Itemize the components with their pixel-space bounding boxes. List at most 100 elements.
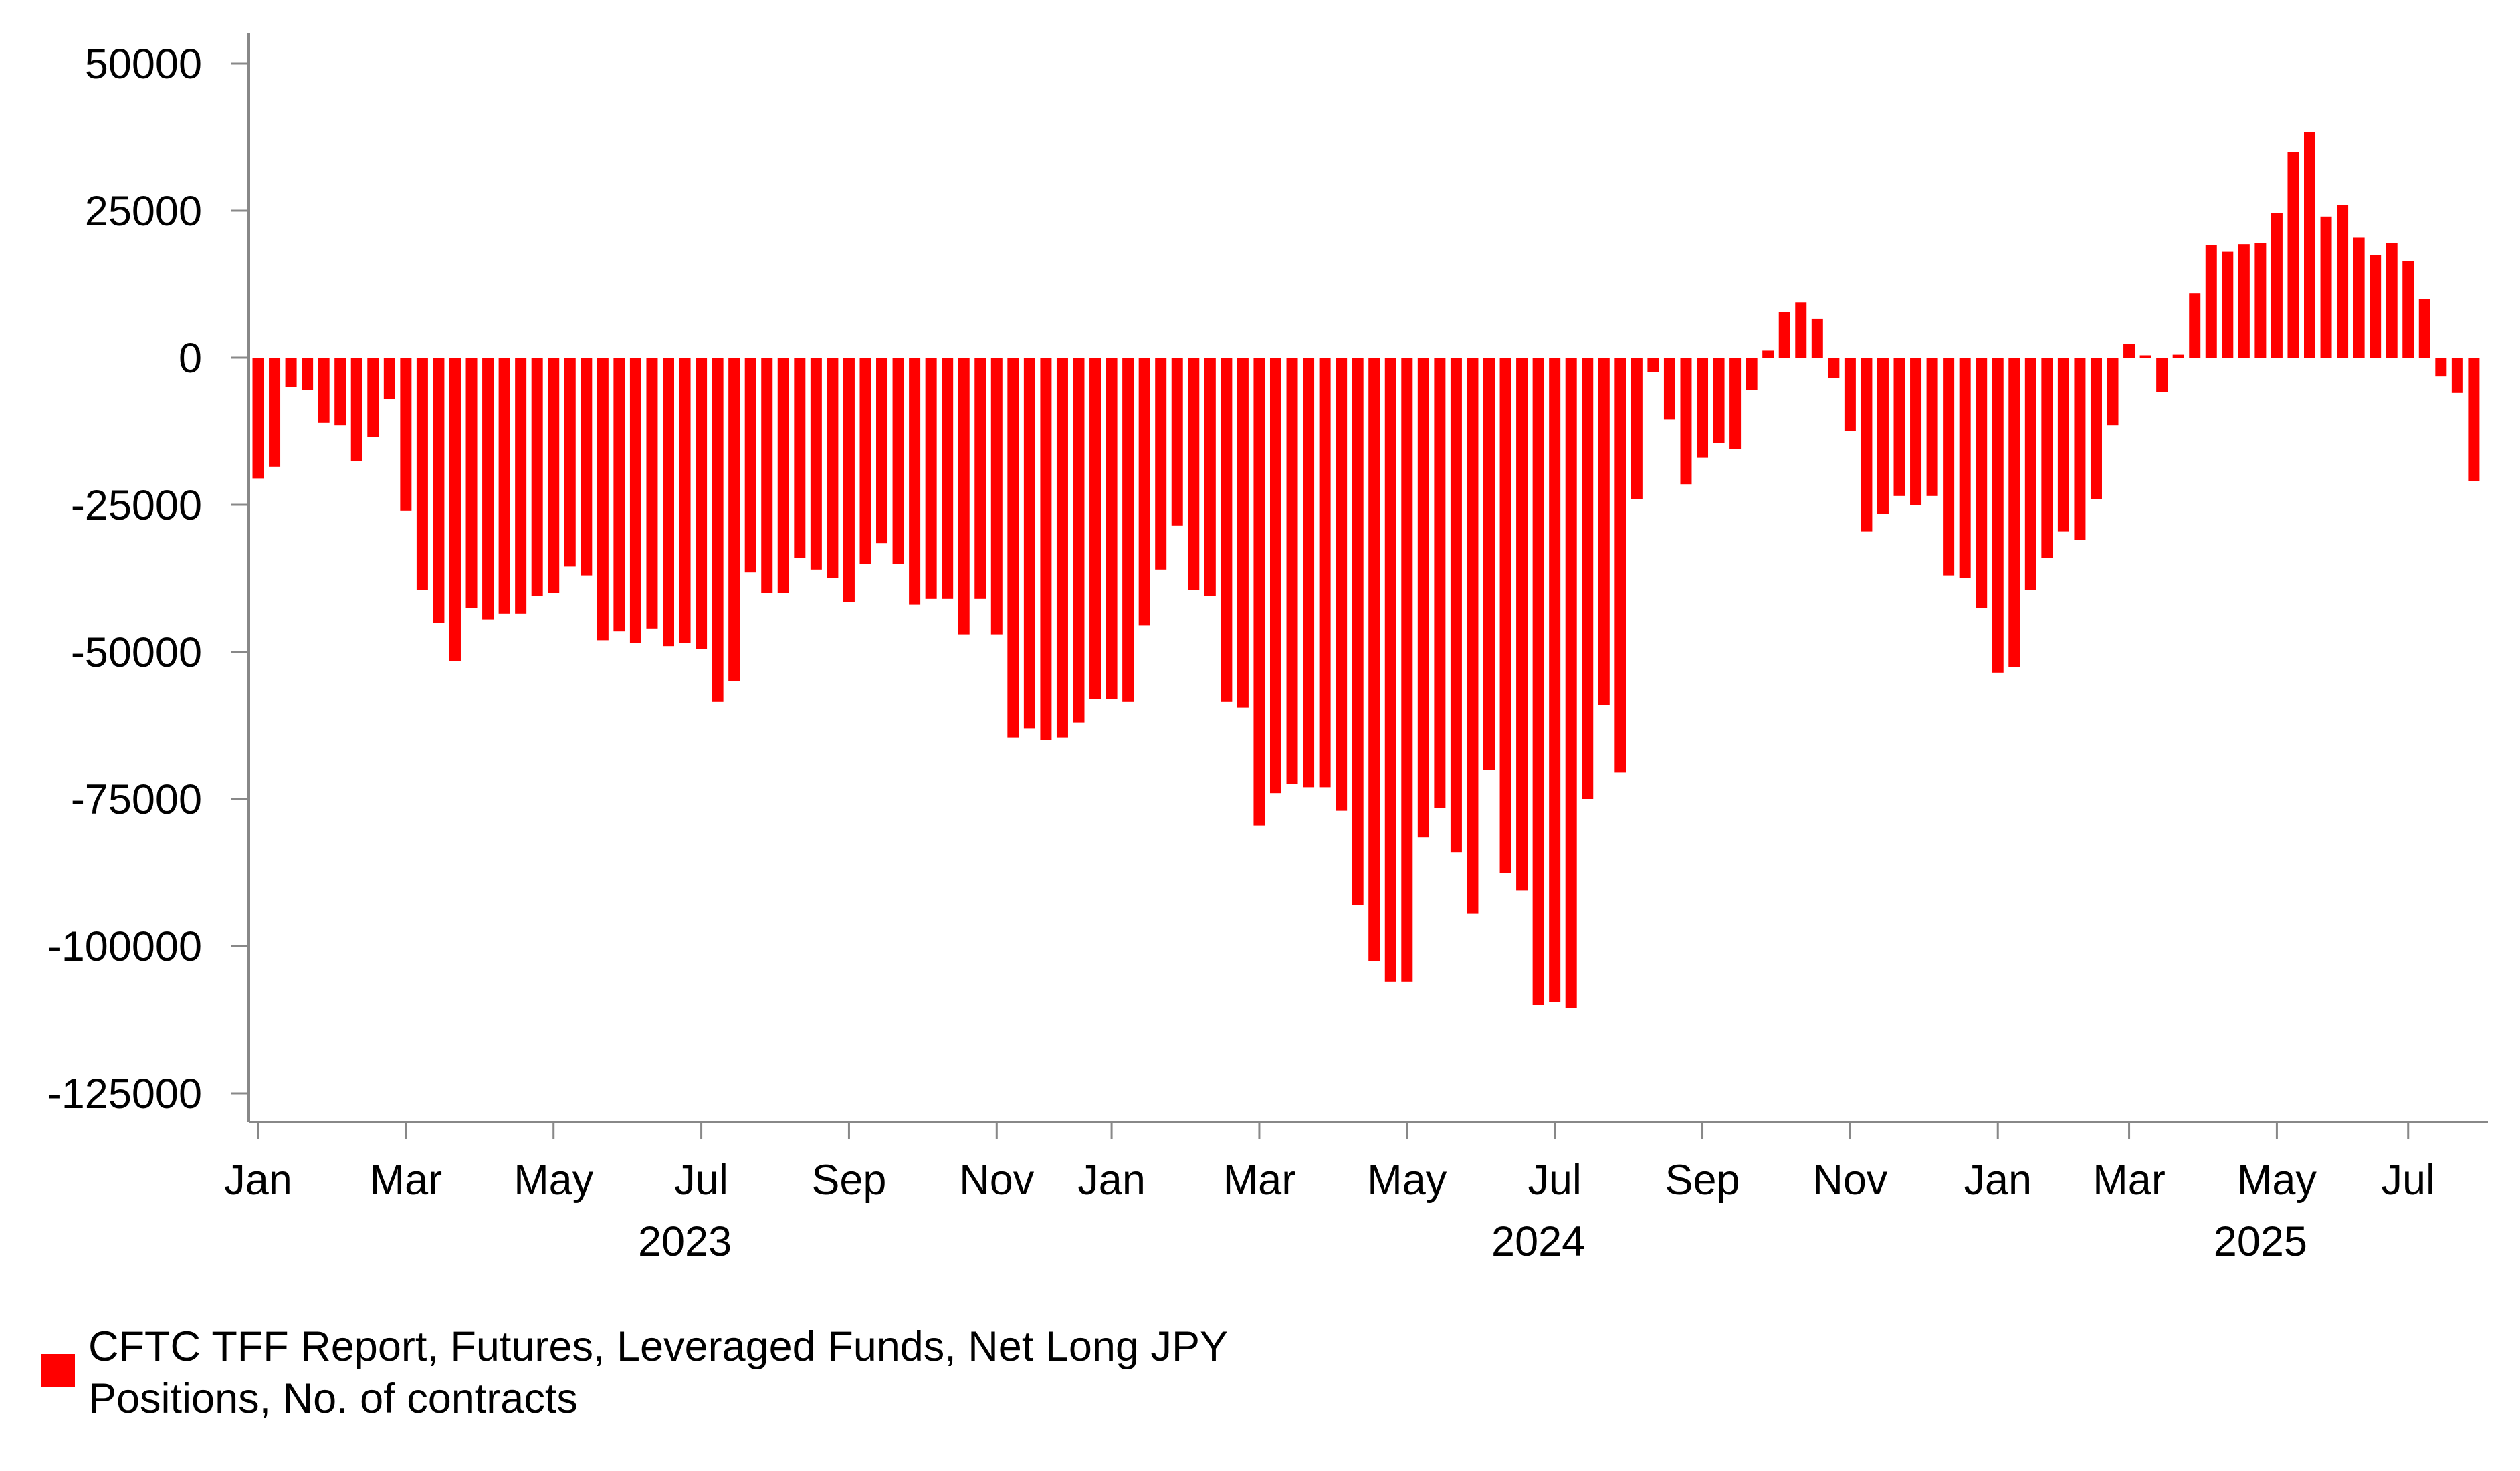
bar-week-45 [974,358,986,599]
bar-week-118 [2172,354,2184,358]
bar-week-2 [269,358,281,467]
bar-week-21 [581,358,593,576]
bar-week-26 [663,358,674,647]
x-tick-label: Jul [2381,1157,2435,1204]
bar-week-18 [531,358,543,596]
bar-series [252,132,2480,1008]
bar-week-22 [597,358,609,641]
bar-week-123 [2254,243,2267,358]
bar-week-73 [1434,358,1446,808]
bar-week-64 [1286,358,1298,784]
bar-week-53 [1106,358,1118,699]
bar-week-104 [1943,358,1955,576]
bar-week-78 [1516,358,1528,891]
x-tick-label: Jan [1964,1157,2032,1204]
bar-week-90 [1713,358,1725,443]
x-tick-label: Jan [224,1157,292,1204]
bar-week-116 [2139,355,2151,358]
bar-week-12 [433,358,445,623]
bar-week-13 [449,358,461,661]
y-tick-label: -75000 [71,776,202,823]
bar-week-87 [1663,358,1675,420]
bar-week-105 [1959,358,1971,578]
bar-week-63 [1269,358,1281,794]
x-year-label: 2025 [2214,1218,2307,1265]
y-tick-label: -50000 [71,629,202,676]
bar-week-132 [2402,261,2414,358]
bar-week-60 [1221,358,1233,702]
bar-week-8 [367,358,379,437]
bar-week-101 [1893,358,1905,496]
bar-week-37 [843,358,855,602]
bar-week-83 [1598,358,1610,705]
bar-week-80 [1549,358,1561,1002]
bar-week-98 [1844,358,1856,431]
bar-week-86 [1647,358,1659,372]
x-tick-label: Nov [1812,1157,1888,1204]
legend-label: CFTC TFF Report, Futures, Leveraged Fund… [88,1321,1426,1425]
bar-week-97 [1828,358,1840,378]
x-tick-label: Jan [1077,1157,1146,1204]
bar-week-95 [1795,302,1807,358]
bar-week-39 [876,358,888,544]
bar-week-25 [646,358,658,629]
legend-label-line2: Positions, No. of contracts [88,1375,578,1422]
bar-week-110 [2041,358,2053,558]
bar-week-131 [2386,243,2398,358]
bar-week-30 [728,358,740,681]
bar-week-6 [334,358,346,426]
bar-week-59 [1204,358,1216,596]
bar-week-93 [1762,350,1774,358]
bar-week-65 [1303,358,1315,788]
bar-week-46 [990,358,1003,635]
bar-week-49 [1040,358,1052,740]
bar-week-10 [400,358,412,511]
bar-week-11 [416,358,428,590]
bar-week-130 [2370,255,2382,358]
bar-week-57 [1171,358,1183,526]
y-tick-label: 50000 [85,41,202,88]
bar-week-28 [696,358,708,649]
bar-week-50 [1056,358,1068,738]
bar-week-41 [909,358,921,605]
bar-week-3 [285,358,297,387]
bar-week-92 [1746,358,1758,390]
x-tick-label: Mar [370,1157,443,1204]
bar-week-115 [2123,344,2135,358]
bar-week-67 [1336,358,1348,811]
bar-week-75 [1467,358,1479,914]
bar-week-31 [744,358,756,573]
bar-week-47 [1007,358,1019,738]
bar-week-36 [827,358,839,578]
bar-week-19 [548,358,560,593]
bar-week-35 [810,358,822,570]
bar-week-15 [482,358,494,620]
y-tick-label: -100000 [47,923,202,970]
bar-week-55 [1138,358,1150,626]
x-tick-label: Jul [1528,1157,1582,1204]
bar-week-52 [1089,358,1101,699]
bar-week-66 [1319,358,1331,788]
bar-week-34 [794,358,806,558]
bar-week-20 [564,358,576,567]
bar-week-128 [2337,205,2349,358]
bar-week-102 [1910,358,1922,505]
bar-week-108 [2008,358,2020,667]
y-tick-label: -25000 [71,482,202,529]
bar-week-74 [1450,358,1462,853]
bar-week-5 [318,358,330,423]
x-tick-label: May [1367,1157,1447,1204]
bar-week-134 [2435,358,2447,377]
bar-week-99 [1861,358,1873,532]
bar-week-127 [2320,216,2332,358]
bar-week-71 [1401,358,1413,982]
bar-week-62 [1253,358,1265,826]
axes [247,33,2488,1123]
x-tick-label: Sep [1665,1157,1740,1204]
x-tick-label: Nov [959,1157,1035,1204]
bar-week-88 [1680,358,1692,485]
bar-week-79 [1532,358,1544,1005]
bar-week-112 [2074,358,2086,540]
bar-week-7 [350,358,362,461]
bar-week-42 [925,358,937,599]
